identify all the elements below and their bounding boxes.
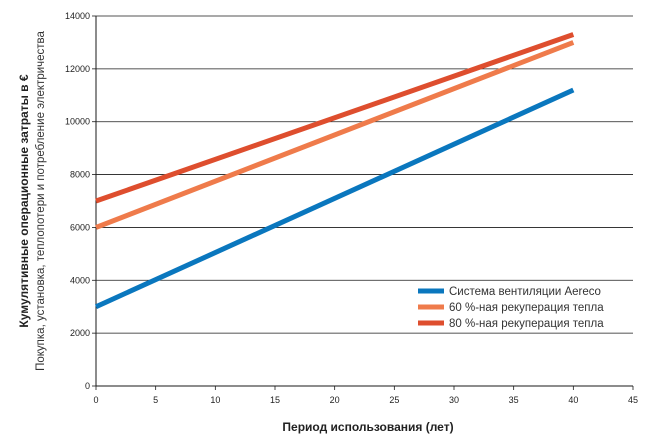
y-tick-label: 0 [85,381,90,391]
x-tick-label: 0 [93,395,98,405]
y-tick-label: 2000 [70,328,90,338]
x-axis-label: Период использования (лет) [282,420,453,434]
legend: Система вентиляции Aereco 60 %-ная рекупе… [418,286,604,330]
series-lines [94,32,575,309]
legend-label: 80 %-ная рекуперация тепла [449,318,604,330]
x-tick-label: 15 [270,395,280,405]
y-tick-label: 6000 [70,222,90,232]
x-tick-label: 40 [568,395,578,405]
x-tick-label: 10 [210,395,220,405]
x-tick-label: 20 [330,395,340,405]
x-tick-label: 45 [628,395,638,405]
x-tick-label: 35 [509,395,519,405]
y-axis-label: Кумулятивные операционные затраты в € [17,74,31,327]
y-tick-label: 4000 [70,275,90,285]
y-tick-label: 12000 [65,64,90,74]
series-line-2 [95,32,575,204]
series-line-1 [95,40,575,230]
series-line-0 [94,87,575,309]
y-tick-label: 8000 [70,170,90,180]
axes [92,15,634,390]
x-tick-label: 5 [153,395,158,405]
tick-labels: 0 2000 4000 6000 8000 10000 12000 14000 0 5 10 15 20… [65,11,638,405]
legend-label: 60 %-ная рекуперация тепла [449,302,604,314]
y-axis-sublabel: Покупка, установка, теплопотери и потреб… [35,30,47,370]
y-tick-label: 14000 [65,11,90,21]
y-tick-label: 10000 [65,117,90,127]
x-tick-label: 30 [449,395,459,405]
legend-label: Система вентиляции Aereco [449,286,601,298]
x-tick-label: 25 [389,395,399,405]
